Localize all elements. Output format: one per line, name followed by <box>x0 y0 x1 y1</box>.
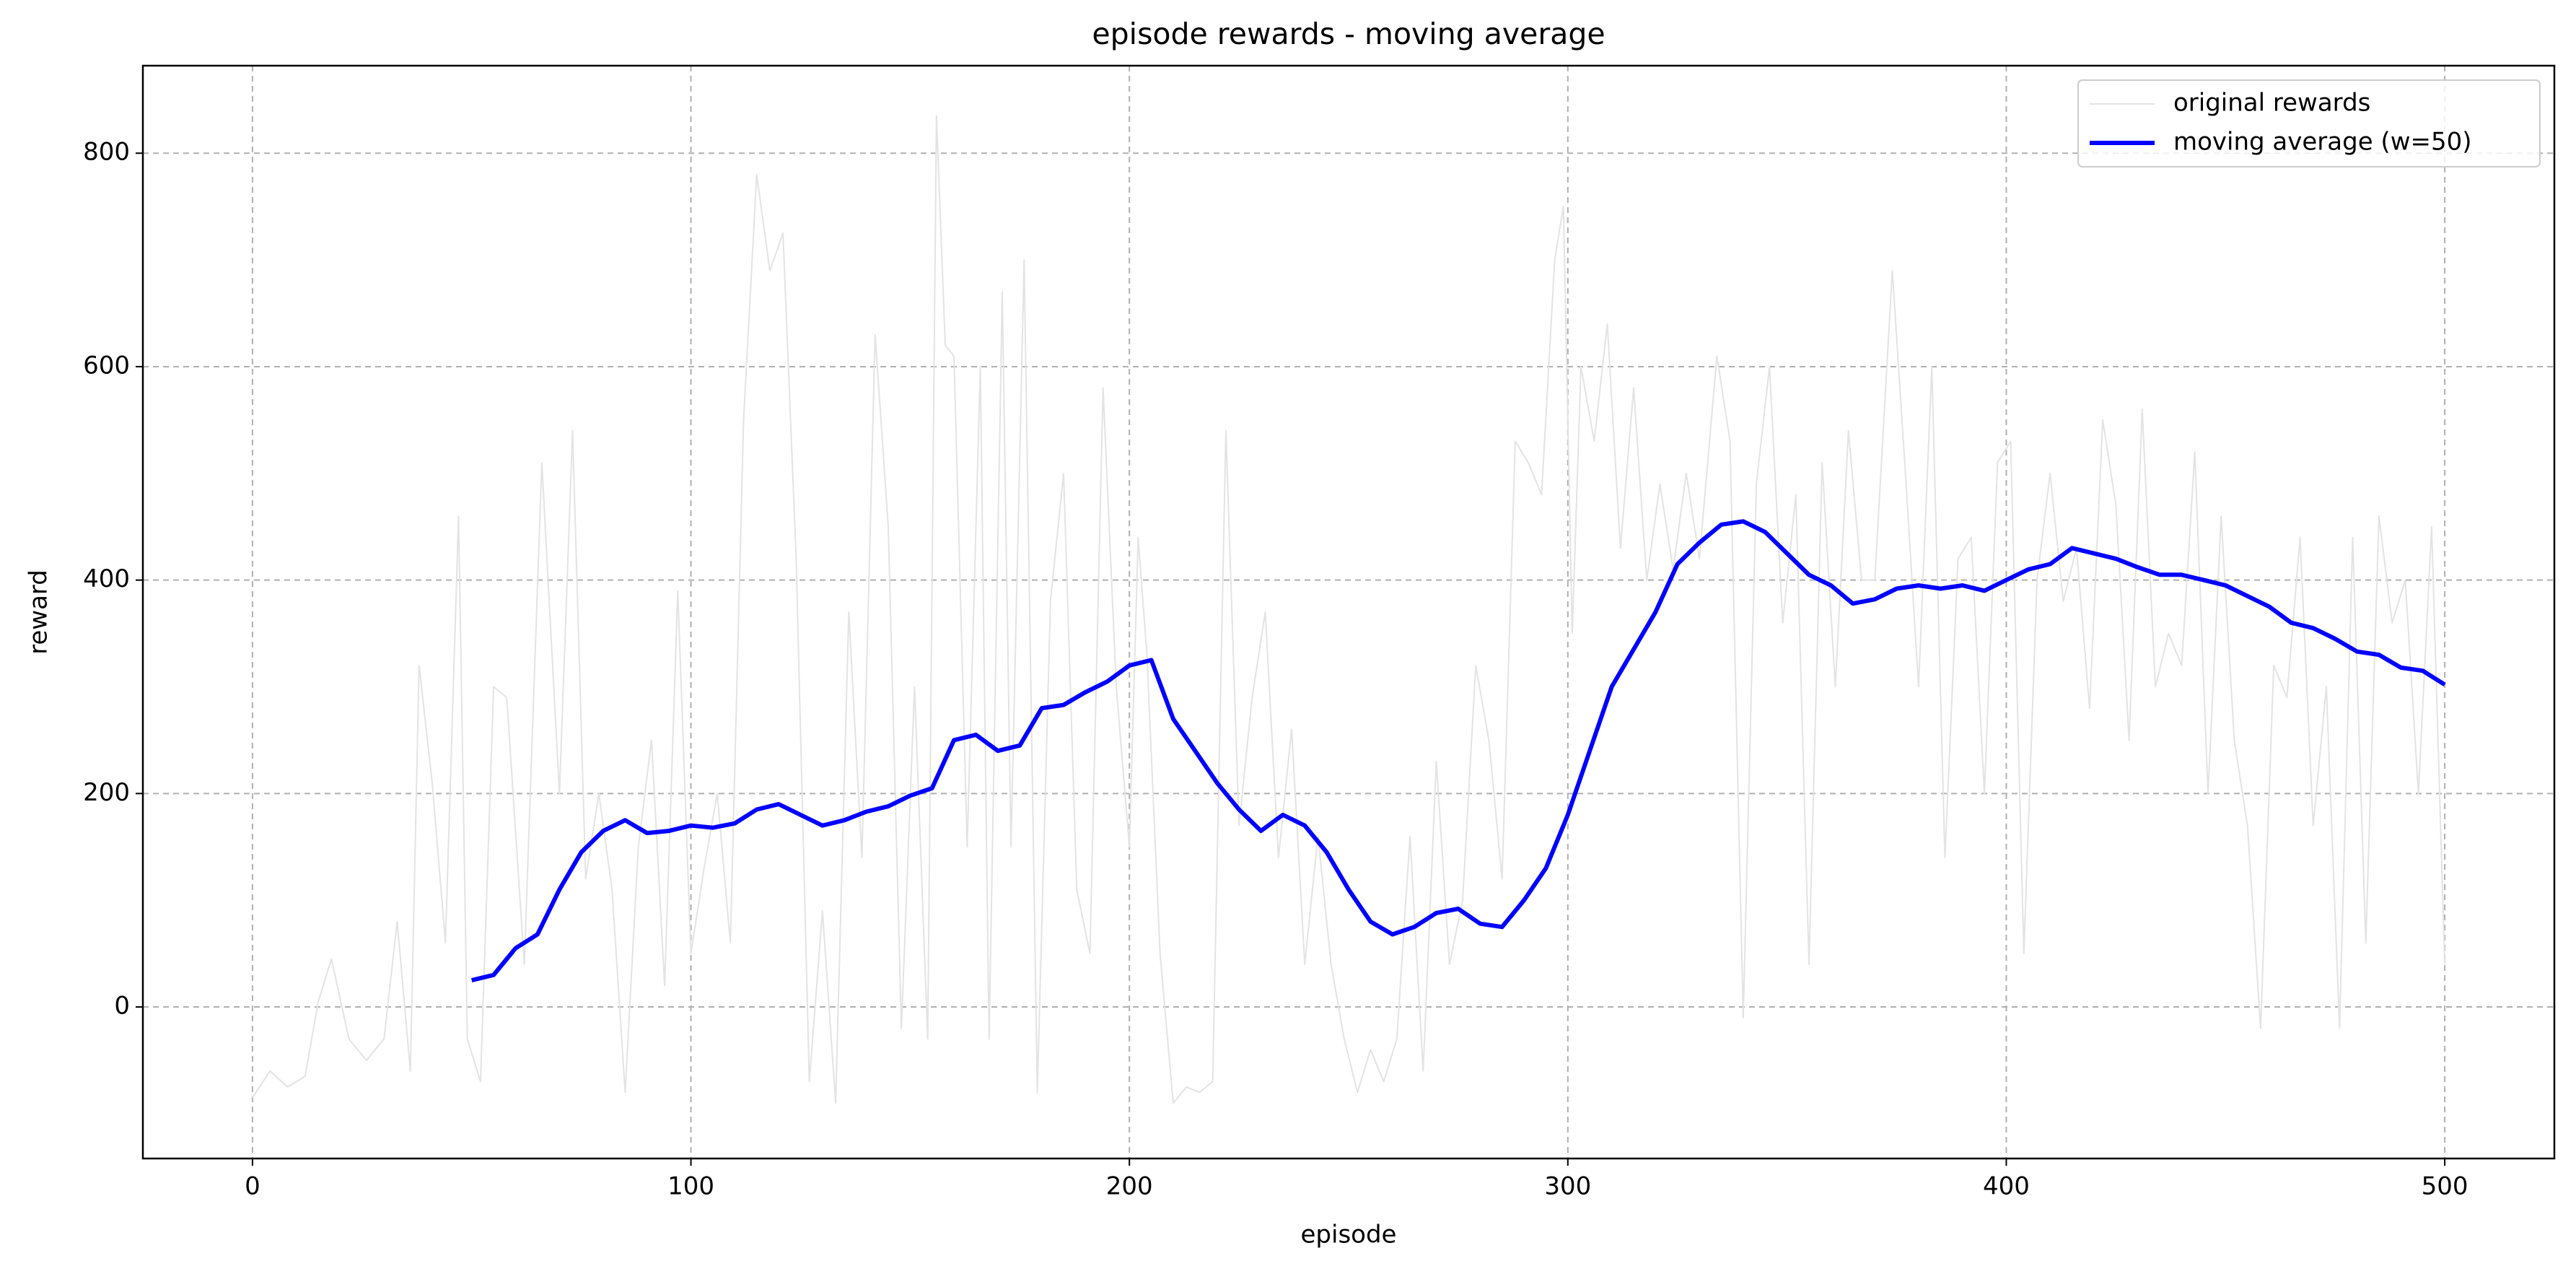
x-tick-label: 0 <box>245 1172 260 1201</box>
y-axis-label: reward <box>25 570 53 655</box>
y-tick-label: 800 <box>83 138 130 167</box>
x-axis-label: episode <box>1301 1221 1397 1249</box>
legend-label: original rewards <box>2173 89 2370 118</box>
series-line <box>470 519 2446 983</box>
y-tick-label: 0 <box>114 992 130 1021</box>
x-tick-label: 100 <box>667 1172 714 1201</box>
series-line <box>252 115 2446 1104</box>
legend-box <box>2077 79 2541 167</box>
plot-frame <box>141 64 2556 1160</box>
x-tick-label: 500 <box>2422 1172 2468 1201</box>
legend-label: moving average (w=50) <box>2173 128 2472 157</box>
x-tick-label: 200 <box>1106 1172 1153 1201</box>
y-tick-label: 400 <box>83 564 130 593</box>
legend: original rewards moving average (w=50) <box>2077 79 2541 167</box>
chart-title: episode rewards - moving average <box>1092 17 1605 51</box>
x-tick-label: 400 <box>1983 1172 2030 1201</box>
y-tick-label: 200 <box>83 778 130 807</box>
x-tick-label: 300 <box>1544 1172 1591 1201</box>
y-tick-label: 600 <box>83 351 130 380</box>
